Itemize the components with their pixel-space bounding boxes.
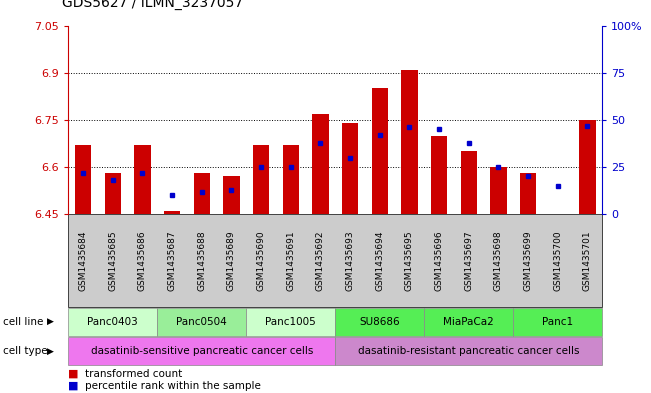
Text: ▶: ▶	[47, 318, 54, 326]
Bar	[579, 120, 596, 214]
Text: ▶: ▶	[47, 347, 54, 356]
Text: GSM1435698: GSM1435698	[494, 230, 503, 291]
Text: GSM1435696: GSM1435696	[435, 230, 443, 291]
Text: dasatinib-resistant pancreatic cancer cells: dasatinib-resistant pancreatic cancer ce…	[358, 346, 579, 356]
Text: GSM1435694: GSM1435694	[375, 230, 384, 290]
Text: GSM1435685: GSM1435685	[108, 230, 117, 291]
Text: ■: ■	[68, 381, 79, 391]
Text: GSM1435701: GSM1435701	[583, 230, 592, 291]
Bar	[372, 88, 388, 214]
Text: GSM1435697: GSM1435697	[464, 230, 473, 291]
Bar	[401, 70, 417, 214]
Text: dasatinib-sensitive pancreatic cancer cells: dasatinib-sensitive pancreatic cancer ce…	[90, 346, 313, 356]
Text: GSM1435684: GSM1435684	[79, 230, 88, 290]
Text: GSM1435689: GSM1435689	[227, 230, 236, 291]
Bar	[223, 176, 240, 214]
Bar	[490, 167, 506, 214]
Text: GSM1435687: GSM1435687	[168, 230, 176, 291]
Bar	[193, 173, 210, 214]
Text: GSM1435691: GSM1435691	[286, 230, 296, 291]
Text: cell line: cell line	[3, 317, 44, 327]
Text: GSM1435695: GSM1435695	[405, 230, 414, 291]
Bar	[253, 145, 270, 214]
Text: Panc1005: Panc1005	[266, 317, 316, 327]
Text: transformed count: transformed count	[85, 369, 182, 379]
Bar	[105, 173, 121, 214]
Text: Panc1: Panc1	[542, 317, 574, 327]
Text: MiaPaCa2: MiaPaCa2	[443, 317, 494, 327]
Bar	[75, 145, 91, 214]
Text: SU8686: SU8686	[359, 317, 400, 327]
Bar	[431, 136, 447, 214]
Text: GSM1435692: GSM1435692	[316, 230, 325, 290]
Text: Panc0403: Panc0403	[87, 317, 138, 327]
Text: GDS5627 / ILMN_3237057: GDS5627 / ILMN_3237057	[62, 0, 243, 10]
Text: ■: ■	[68, 369, 79, 379]
Bar	[460, 151, 477, 214]
Text: cell type: cell type	[3, 346, 48, 356]
Text: GSM1435688: GSM1435688	[197, 230, 206, 291]
Bar	[283, 145, 299, 214]
Text: GSM1435700: GSM1435700	[553, 230, 562, 291]
Bar	[520, 173, 536, 214]
Text: GSM1435693: GSM1435693	[346, 230, 355, 291]
Bar	[164, 211, 180, 214]
Bar	[134, 145, 150, 214]
Text: Panc0504: Panc0504	[176, 317, 227, 327]
Text: GSM1435699: GSM1435699	[523, 230, 533, 291]
Text: GSM1435690: GSM1435690	[256, 230, 266, 291]
Text: percentile rank within the sample: percentile rank within the sample	[85, 381, 260, 391]
Bar	[312, 114, 329, 214]
Text: GSM1435686: GSM1435686	[138, 230, 147, 291]
Bar	[342, 123, 358, 214]
